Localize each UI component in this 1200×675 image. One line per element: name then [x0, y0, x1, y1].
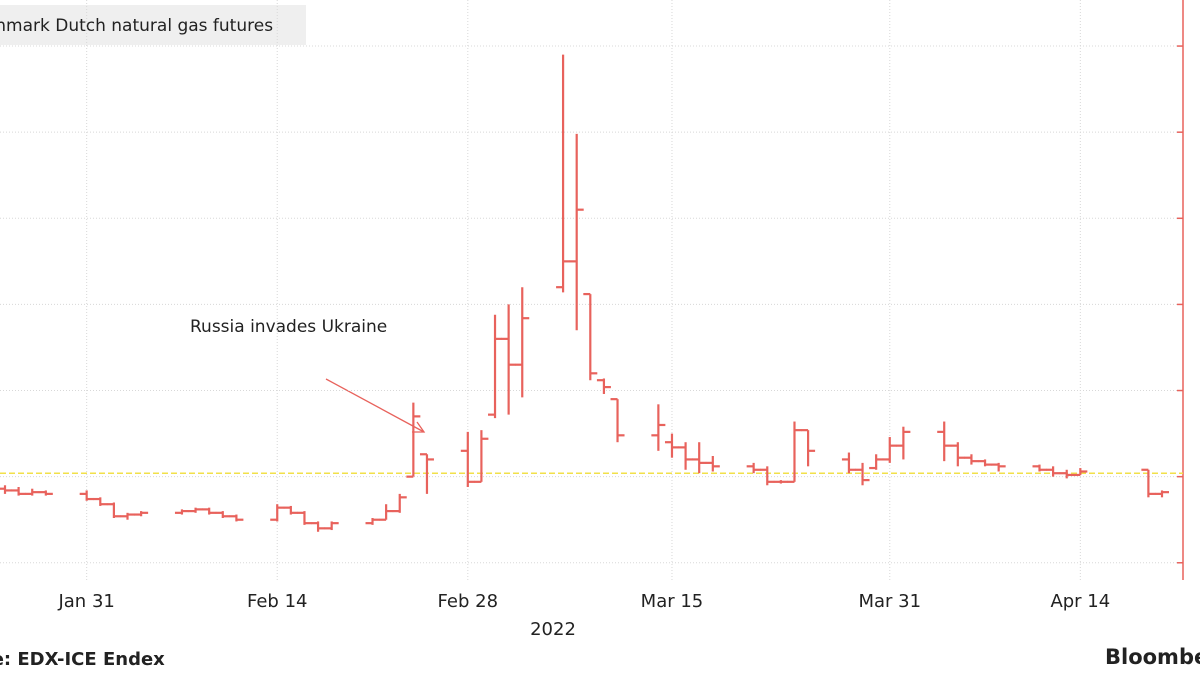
chart-title: Benchmark Dutch natural gas futures — [0, 16, 273, 36]
annotation-arrow — [325, 378, 426, 433]
x-tick-label: Mar 31 — [858, 591, 921, 612]
title-box — [0, 5, 306, 45]
x-tick-label: Jan 31 — [57, 591, 114, 612]
x-tick-label: Feb 28 — [438, 591, 499, 612]
year-label: 2022 — [530, 619, 576, 640]
x-tick-label: Apr 14 — [1050, 591, 1110, 612]
source: Source: EDX-ICE Endex — [0, 649, 165, 670]
annotation: Russia invades Ukraine — [190, 317, 387, 337]
brand: Bloomberg — [1105, 645, 1200, 669]
x-tick-label: Mar 15 — [641, 591, 704, 612]
x-tick-label: Feb 14 — [247, 591, 308, 612]
